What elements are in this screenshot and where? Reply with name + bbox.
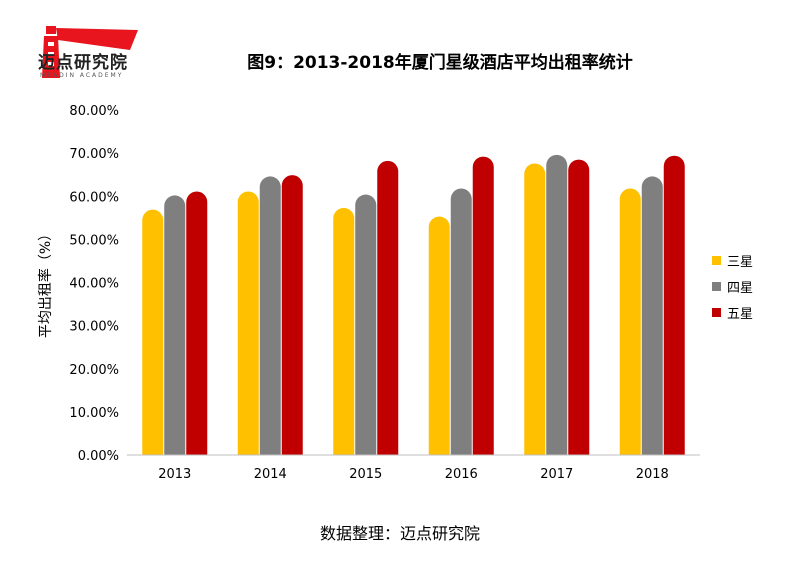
bar-2017-四星 <box>546 154 568 455</box>
legend-swatch <box>712 307 721 317</box>
legend-swatch <box>712 281 721 291</box>
bar-2018-三星 <box>619 188 641 456</box>
x-tick-label: 2015 <box>349 467 382 482</box>
bar-group <box>142 154 685 456</box>
y-tick-label: 20.00% <box>69 363 119 378</box>
bar-2013-三星 <box>142 209 164 455</box>
y-tick-label: 60.00% <box>69 190 119 205</box>
bar-2018-四星 <box>641 176 663 455</box>
x-tick-label: 2018 <box>636 467 669 482</box>
y-tick-label: 10.00% <box>69 406 119 421</box>
y-axis-label: 平均出租率（%） <box>37 227 54 338</box>
logo <box>18 20 148 90</box>
x-tick-label: 2014 <box>254 467 287 482</box>
y-tick-label: 0.00% <box>78 449 119 464</box>
bar-2014-四星 <box>259 176 281 455</box>
x-tick-label: 2017 <box>540 467 573 482</box>
logo-subtitle: MEADIN ACADEMY <box>40 72 124 79</box>
legend-item: 三星 <box>712 250 753 270</box>
x-tick-label: 2016 <box>445 467 478 482</box>
y-tick-label: 50.00% <box>69 233 119 248</box>
legend-label: 三星 <box>727 254 754 270</box>
legend: 三星 四星 五星 <box>712 250 753 328</box>
bar-2014-五星 <box>281 175 303 455</box>
bar-2013-五星 <box>186 191 208 455</box>
y-tick-label: 30.00% <box>69 320 119 335</box>
bar-2013-四星 <box>164 195 186 455</box>
logo-name: 迈点研究院 <box>38 53 128 73</box>
chart-title: 图9：2013-2018年厦门星级酒店平均出租率统计 <box>247 53 633 73</box>
bar-2016-五星 <box>472 156 494 455</box>
bar-2015-五星 <box>377 160 399 455</box>
bar-2017-五星 <box>568 159 590 456</box>
x-axis-ticks: 2013 2014 2015 2016 2017 2018 <box>158 467 669 482</box>
bar-2018-五星 <box>663 155 685 455</box>
y-tick-label: 40.00% <box>69 277 119 292</box>
bar-2015-三星 <box>333 207 355 455</box>
x-tick-label: 2013 <box>158 467 191 482</box>
bar-2014-三星 <box>237 191 259 455</box>
legend-item: 五星 <box>712 302 753 322</box>
logo-lighthouse-icon <box>42 26 138 78</box>
legend-item: 四星 <box>712 276 753 296</box>
bar-2017-三星 <box>524 163 546 455</box>
y-tick-label: 80.00% <box>69 104 119 119</box>
bar-2016-三星 <box>428 216 450 455</box>
source-note: 数据整理：迈点研究院 <box>319 524 480 543</box>
y-axis-ticks: 0.00% 10.00% 20.00% 30.00% 40.00% 50.00% 60.00… <box>69 104 119 464</box>
legend-swatch <box>712 255 721 265</box>
y-tick-label: 70.00% <box>69 147 119 162</box>
bar-2015-四星 <box>355 194 377 455</box>
legend-label: 五星 <box>727 306 754 322</box>
bar-2016-四星 <box>450 188 472 456</box>
legend-label: 四星 <box>727 280 754 296</box>
